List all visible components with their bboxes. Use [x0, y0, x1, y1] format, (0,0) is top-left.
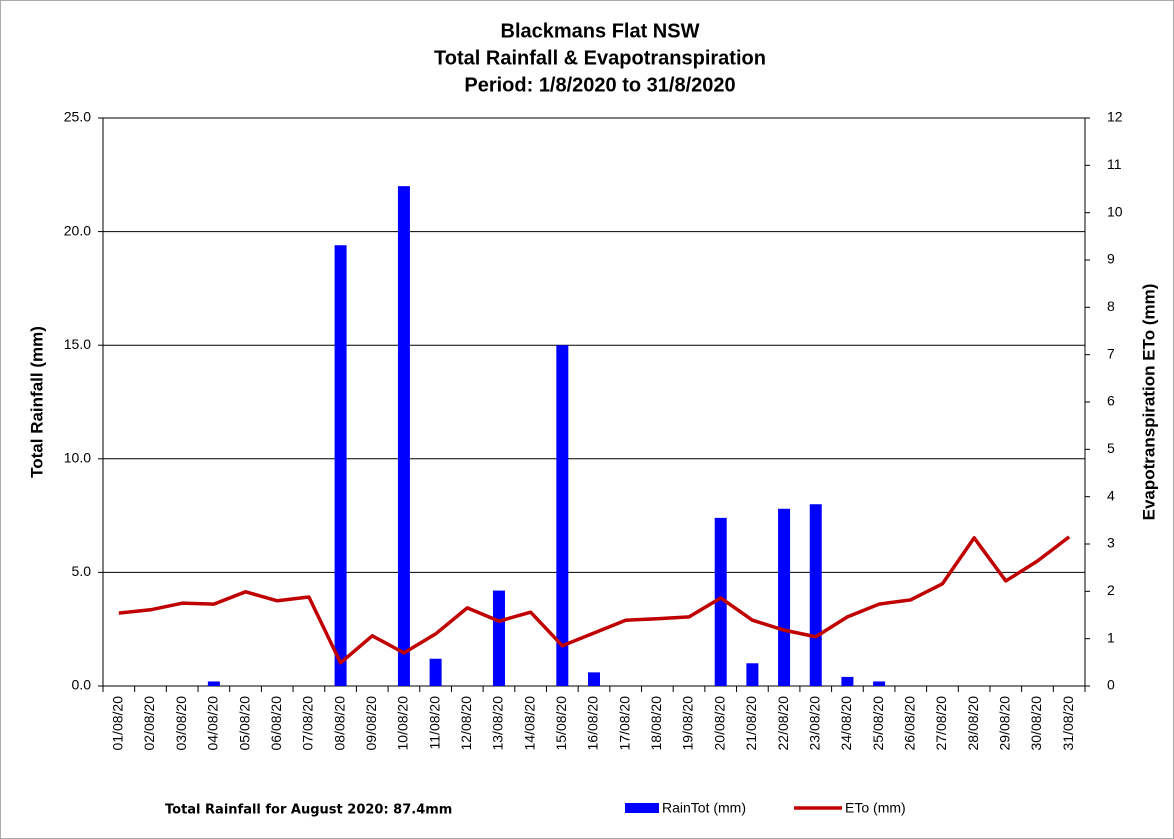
x-tick-label: 18/08/20 [648, 696, 664, 751]
y2-tick-label: 12 [1107, 109, 1123, 125]
x-tick-label: 04/08/20 [205, 696, 221, 751]
x-tick-label: 24/08/20 [838, 696, 854, 751]
x-tick-label: 07/08/20 [300, 696, 316, 751]
y2-tick-label: 5 [1107, 440, 1115, 456]
bar [207, 681, 220, 686]
bar [714, 517, 727, 686]
chart-title: Total Rainfall & Evapotranspiration [434, 47, 766, 69]
y2-tick-label: 2 [1107, 582, 1115, 598]
x-tick-label: 23/08/20 [806, 696, 822, 751]
x-tick-label: 31/08/20 [1060, 696, 1076, 751]
x-tick-label: 09/08/20 [363, 696, 379, 751]
bar [492, 590, 505, 686]
bar [778, 508, 791, 686]
bar [873, 681, 886, 686]
x-tick-label: 08/08/20 [331, 696, 347, 751]
x-tick-label: 15/08/20 [553, 696, 569, 751]
x-tick-label: 02/08/20 [141, 696, 157, 751]
x-tick-label: 29/08/20 [997, 696, 1013, 751]
y-tick-label: 25.0 [64, 109, 91, 125]
x-tick-label: 06/08/20 [268, 696, 284, 751]
bar [556, 345, 569, 686]
bar [334, 245, 347, 686]
x-tick-label: 21/08/20 [743, 696, 759, 751]
y2-tick-label: 3 [1107, 535, 1115, 551]
bar [841, 676, 854, 686]
chart-title: Blackmans Flat NSW [501, 20, 700, 42]
y2-tick-label: 10 [1107, 203, 1123, 219]
x-tick-label: 01/08/20 [110, 696, 126, 751]
line [118, 535, 1071, 665]
y2-axis-title: Evapotranspiration ETo (mm) [1139, 284, 1158, 521]
bar [809, 504, 822, 686]
y2-tick-label: 9 [1107, 251, 1115, 267]
x-tick-label: 10/08/20 [395, 696, 411, 751]
x-tick-label: 12/08/20 [458, 696, 474, 751]
x-tick-label: 27/08/20 [933, 696, 949, 751]
legend-label: ETo (mm) [845, 800, 906, 816]
x-tick-label: 03/08/20 [173, 696, 189, 751]
x-tick-label: 14/08/20 [521, 696, 537, 751]
legend-swatch [625, 803, 659, 813]
y2-tick-label: 7 [1107, 345, 1115, 361]
x-tick-label: 22/08/20 [775, 696, 791, 751]
annotation: Total Rainfall for August 2020: 87.4mm [165, 803, 452, 818]
x-tick-label: 19/08/20 [680, 696, 696, 751]
y2-tick-label: 0 [1107, 677, 1115, 693]
bar [397, 186, 410, 686]
x-tick-label: 11/08/20 [426, 696, 442, 750]
x-tick-label: 13/08/20 [490, 696, 506, 751]
x-tick-label: 05/08/20 [236, 696, 252, 751]
x-tick-label: 26/08/20 [901, 696, 917, 751]
x-tick-label: 28/08/20 [965, 696, 981, 751]
y2-tick-label: 11 [1107, 156, 1122, 172]
y2-tick-label: 8 [1107, 298, 1115, 314]
y-tick-label: 0.0 [72, 677, 92, 693]
x-tick-label: 30/08/20 [1028, 696, 1044, 751]
y-tick-label: 15.0 [64, 336, 91, 352]
chart-title: Period: 1/8/2020 to 31/8/2020 [464, 74, 735, 96]
y-tick-label: 20.0 [64, 222, 91, 238]
y-axis-title: Total Rainfall (mm) [27, 326, 46, 478]
x-tick-label: 20/08/20 [711, 696, 727, 751]
x-tick-label: 17/08/20 [616, 696, 632, 751]
y2-tick-label: 4 [1107, 487, 1115, 503]
y-tick-label: 5.0 [72, 563, 92, 579]
y-tick-label: 10.0 [64, 450, 91, 466]
bar [588, 672, 600, 686]
bar [429, 658, 442, 686]
legend-label: RainTot (mm) [662, 800, 746, 816]
x-tick-label: 16/08/20 [585, 696, 601, 751]
bar [746, 663, 759, 686]
y2-tick-label: 6 [1107, 393, 1115, 409]
x-tick-label: 25/08/20 [870, 696, 886, 751]
y2-tick-label: 1 [1107, 629, 1115, 645]
